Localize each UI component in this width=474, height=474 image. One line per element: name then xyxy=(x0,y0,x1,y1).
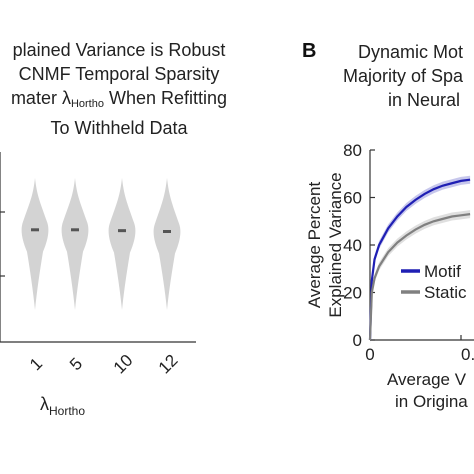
left-title-line1: plained Variance is Robust xyxy=(12,40,226,60)
left-x-tick-label: 1 xyxy=(26,354,46,374)
right-y-label-line1: Average Percent xyxy=(305,182,324,309)
right-x-label-line1: Average V xyxy=(387,370,467,389)
right-y-ticks: 0 20 40 60 80 xyxy=(343,141,375,350)
right-title-line3: in Neural xyxy=(388,90,461,110)
left-x-tick-label: 12 xyxy=(155,351,182,378)
left-title-line4: To Withheld Data xyxy=(50,118,188,138)
left-title-line3: mater λHortho When Refitting xyxy=(0,86,244,116)
right-title: Dynamic Mot Majority of Spa in Neural xyxy=(340,40,474,112)
legend-static-label: Static xyxy=(424,283,467,302)
right-y-tick-label: 20 xyxy=(343,284,362,303)
violin-10 xyxy=(108,178,136,310)
violin-group xyxy=(21,178,181,310)
left-title-line3-tail: When Refitting xyxy=(103,88,228,108)
violin-5 xyxy=(61,178,89,310)
panel-letter-b: B xyxy=(302,40,317,62)
left-x-label-main: λ xyxy=(40,394,49,414)
legend: Motif Static xyxy=(401,262,467,302)
violin-12 xyxy=(153,178,181,310)
legend-motif-label: Motif xyxy=(424,262,461,281)
right-x-tick-label: 0 xyxy=(365,345,374,364)
series-bands xyxy=(370,175,471,344)
right-y-tick-label: 40 xyxy=(343,236,362,255)
left-x-tick-labels: 1 5 10 12 xyxy=(26,351,181,378)
right-y-label-line2: Explained Variance xyxy=(326,172,345,317)
violin-median-5 xyxy=(71,228,79,232)
violin-median-1 xyxy=(31,228,39,232)
left-title-line3-sub: Hortho xyxy=(70,98,104,110)
line-static xyxy=(368,213,471,341)
violin-median-10 xyxy=(118,229,126,233)
left-title-line2: CNMF Temporal Sparsity xyxy=(18,64,220,84)
right-title-line2: Majority of Spa xyxy=(343,66,464,86)
left-x-label-sub: Hortho xyxy=(49,404,85,418)
violin-1 xyxy=(21,178,49,310)
right-y-tick-label: 80 xyxy=(343,141,362,160)
right-x-label-line2: in Origina xyxy=(395,392,468,411)
line-motif xyxy=(368,178,471,341)
series-lines xyxy=(368,178,471,341)
left-x-label: λHortho xyxy=(40,394,85,418)
left-x-tick-label: 5 xyxy=(66,354,86,374)
right-x-tick-label: 0.01 xyxy=(461,345,474,364)
right-y-tick-label: 60 xyxy=(343,189,362,208)
left-axes xyxy=(0,152,196,343)
right-title-line1: Dynamic Mot xyxy=(358,42,464,62)
left-title: plained Variance is Robust CNMF Temporal… xyxy=(0,38,244,140)
violin-median-12 xyxy=(163,230,171,233)
right-y-tick-label: 0 xyxy=(353,331,362,350)
left-title-line3-head: mater λ xyxy=(10,88,71,108)
left-x-tick-label: 10 xyxy=(110,351,137,378)
right-x-tick-labels: 00.01 xyxy=(365,345,474,364)
